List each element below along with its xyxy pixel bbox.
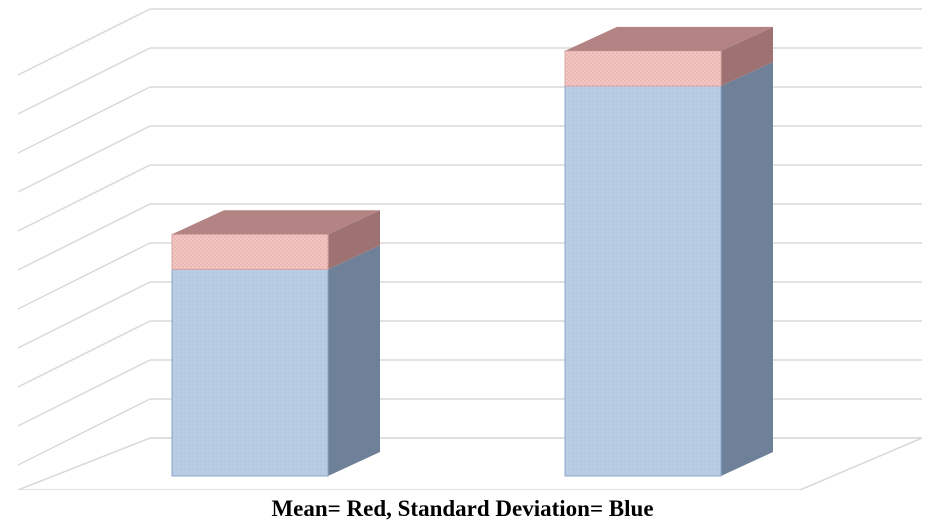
bars	[171, 26, 773, 477]
bar-mean	[171, 233, 329, 270]
gridline-side	[17, 203, 151, 271]
bar-side-std-dev	[721, 62, 773, 476]
bar-top	[172, 210, 380, 235]
bar-std-dev	[564, 85, 722, 477]
bar-group	[171, 210, 380, 477]
gridline-side	[17, 281, 151, 349]
gridline-side	[17, 86, 151, 154]
bar-side-mean	[721, 26, 773, 86]
gridline-side	[17, 320, 151, 388]
bar-chart	[17, 8, 923, 490]
gridline-side	[17, 359, 151, 427]
bar-top	[565, 26, 773, 51]
gridline-side	[17, 164, 151, 232]
chart-floor	[17, 437, 923, 490]
bar-side-std-dev	[328, 245, 380, 476]
bar-side-mean	[328, 210, 380, 270]
floor-plane	[17, 437, 923, 490]
bar-std-dev	[171, 268, 329, 477]
bar-mean	[564, 50, 722, 87]
gridlines	[17, 8, 922, 490]
gridline-side	[17, 398, 151, 466]
gridline-side	[17, 242, 151, 310]
bar-group	[564, 26, 773, 477]
gridline-side	[17, 8, 151, 76]
chart-caption: Mean= Red, Standard Deviation= Blue	[271, 496, 654, 521]
chart-area	[17, 8, 923, 490]
gridline-side	[17, 125, 151, 193]
gridline-side	[17, 47, 151, 115]
